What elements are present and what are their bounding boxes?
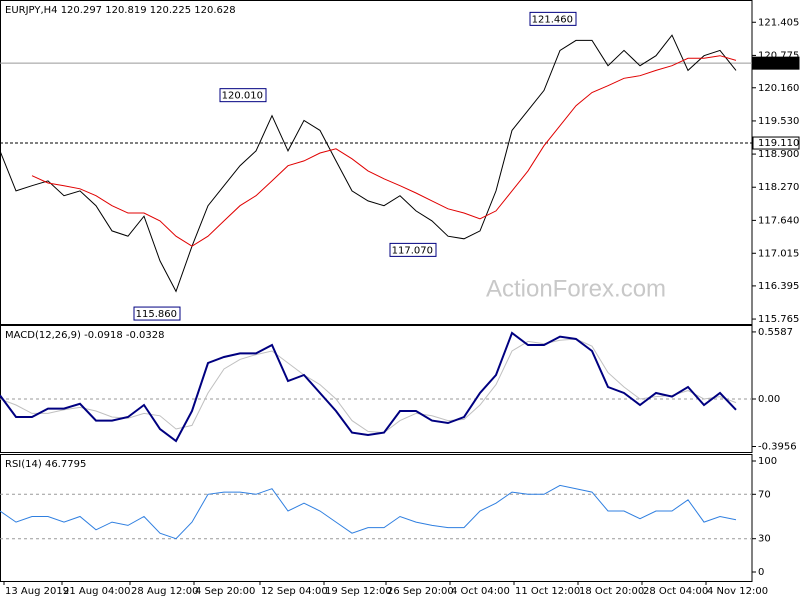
y-tick-label: 118.900 [758,149,799,160]
y-tick-label: 120.775 [758,50,799,61]
y-tick-label: -0.3956 [758,442,797,453]
price-label-box [752,136,800,150]
panel-frame [0,0,753,325]
annotation-label: 117.070 [392,245,433,256]
x-tick-label: 4 Sep 20:00 [195,586,255,597]
y-tick-label: 100 [758,456,777,467]
y-tick-label: 70 [758,489,771,500]
x-tick-label: 19 Sep 12:00 [325,586,392,597]
panel-frame [0,325,753,453]
annotation-box [389,242,437,257]
y-tick-label: 0.00 [758,394,780,405]
y-tick-label: 30 [758,534,771,545]
x-tick-label: 28 Aug 12:00 [131,586,198,597]
series-line [0,484,737,540]
y-tick-label: 0.5587 [758,327,793,338]
panel-frame [0,454,753,582]
x-tick-label: 4 Oct 04:00 [451,586,510,597]
y-tick-label: 121.405 [758,17,799,28]
price-label: 120.628 [758,58,799,69]
x-tick-label: 26 Sep 20:00 [387,586,454,597]
series-line [0,34,737,293]
y-tick-label: 116.395 [758,281,799,292]
annotation-label: 121.460 [532,14,573,25]
annotation-label: 120.010 [222,91,263,102]
annotation-box [133,306,181,321]
y-tick-label: 118.270 [758,182,799,193]
y-tick-label: 120.160 [758,83,799,94]
y-tick-label: 119.530 [758,116,799,127]
x-tick-label: 28 Oct 04:00 [643,586,708,597]
x-tick-label: 11 Oct 12:00 [515,586,580,597]
x-tick-label: 18 Oct 20:00 [579,586,644,597]
series-line [31,55,737,247]
price-label: 119.110 [758,138,799,149]
panel-title: EURJPY,H4 120.297 120.819 120.225 120.62… [5,5,236,16]
annotation-label: 115.860 [136,309,177,320]
panel-title: RSI(14) 46.7795 [5,459,86,470]
x-tick-label: 4 Nov 12:00 [707,586,768,597]
annotation-box [529,11,577,26]
y-tick-label: 0 [758,567,764,578]
y-tick-label: 117.015 [758,248,799,259]
series-line [0,331,737,443]
x-tick-label: 21 Aug 04:00 [63,586,130,597]
y-tick-label: 117.640 [758,215,799,226]
y-tick-label: 115.765 [758,314,799,325]
x-tick-label: 13 Aug 2019 [5,586,69,597]
annotation-box [219,88,267,103]
x-tick-label: 12 Sep 04:00 [261,586,328,597]
price-label-box [752,56,800,70]
panel-title: MACD(12,26,9) -0.0918 -0.0328 [5,330,165,341]
watermark: ActionForex.com [486,275,666,302]
